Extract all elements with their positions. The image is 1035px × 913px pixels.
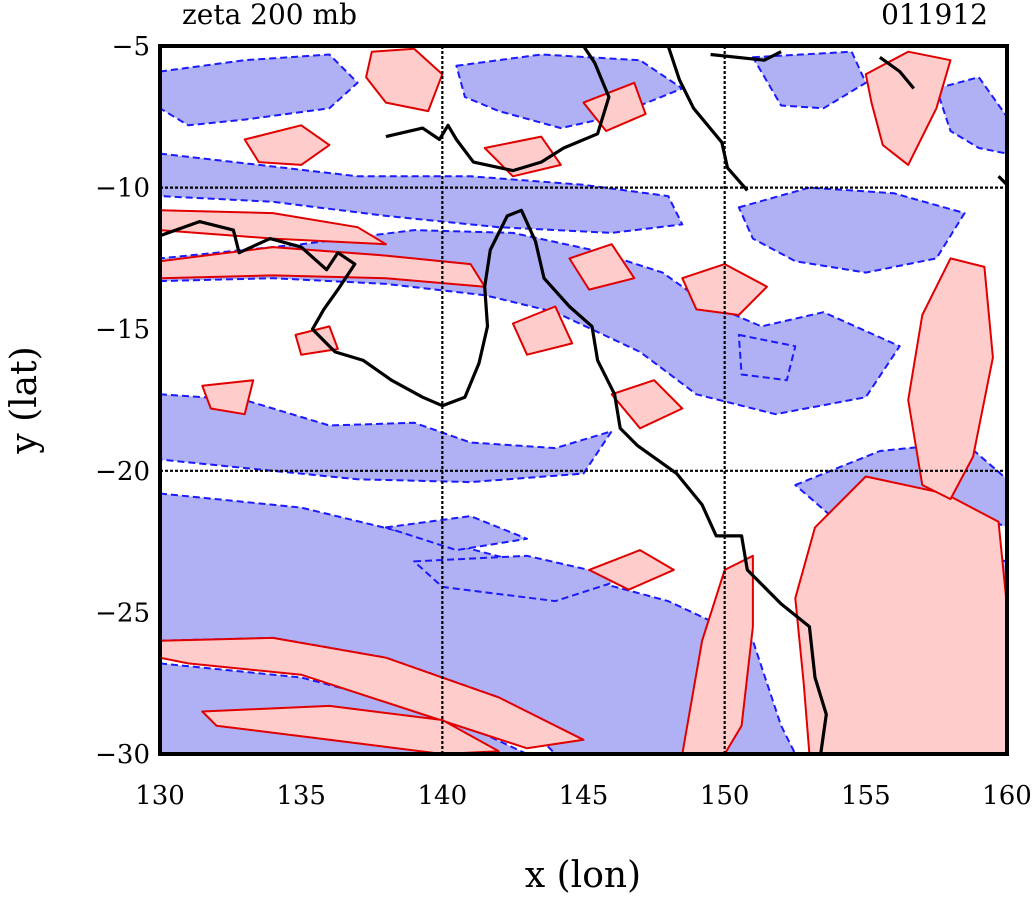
y-tick-label: −10	[95, 174, 150, 204]
y-tick-label: −20	[95, 457, 150, 487]
positive-vorticity-region-0	[160, 636, 585, 750]
x-tick-label: 130	[135, 781, 185, 811]
coastline-segment-5	[160, 208, 828, 754]
positive-vorticity-region-5	[365, 47, 444, 113]
y-axis-label: y (lat)	[4, 346, 45, 454]
x-tick-label: 145	[559, 781, 609, 811]
coastline-segment-2	[710, 50, 782, 62]
positive-vorticity-region-3	[160, 209, 387, 246]
y-tick-label: −15	[95, 315, 150, 345]
coastline-segment-1	[666, 46, 749, 192]
x-axis-ticks: 130 135 140 145 150 155 160	[135, 781, 1032, 811]
negative-vorticity-region-7	[160, 53, 359, 127]
y-tick-label: −30	[95, 740, 150, 770]
positive-vorticity-region-18	[582, 81, 647, 132]
positive-vorticity-region-9	[864, 50, 952, 166]
positive-vorticity-region-11	[681, 263, 768, 316]
positive-vorticity-region-14	[511, 305, 574, 356]
negative-vorticity-region-11	[737, 186, 966, 274]
date-code: 011912	[881, 0, 988, 31]
coastline-layer	[160, 46, 1007, 754]
x-tick-label: 135	[276, 781, 326, 811]
negative-vorticity-region-14	[384, 515, 528, 552]
x-tick-label: 155	[841, 781, 891, 811]
positive-vorticity-region-10	[588, 549, 675, 591]
map-title: zeta 200 mb	[182, 0, 357, 31]
y-tick-label: −5	[112, 32, 150, 62]
coastline-segment-3	[878, 55, 916, 90]
negative-vorticity-region-9	[751, 50, 867, 110]
negative-vorticity-region-13	[737, 333, 797, 382]
plot-area	[160, 46, 1007, 754]
positive-vorticity-layer	[160, 47, 1007, 754]
plot-frame	[158, 44, 1009, 756]
x-tick-label: 160	[982, 781, 1032, 811]
positive-vorticity-region-8	[681, 554, 754, 754]
positive-vorticity-region-13	[568, 243, 636, 291]
y-tick-label: −25	[95, 598, 150, 628]
positive-vorticity-region-17	[483, 135, 562, 178]
negative-vorticity-region-2	[413, 554, 627, 603]
negative-vorticity-region-12	[160, 152, 684, 234]
positive-vorticity-region-16	[294, 325, 339, 356]
positive-vorticity-region-12	[610, 379, 684, 430]
negative-vorticity-region-10	[935, 76, 1007, 155]
positive-vorticity-region-15	[201, 379, 255, 416]
positive-vorticity-region-6	[794, 475, 1007, 754]
positive-vorticity-region-4	[243, 124, 331, 166]
y-axis-ticks: −5 −10 −15 −20 −25 −30	[95, 32, 150, 770]
positive-vorticity-region-7	[907, 257, 994, 501]
x-tick-label: 140	[418, 781, 468, 811]
negative-vorticity-region-6	[160, 393, 613, 484]
coastline-segment-0	[385, 46, 611, 173]
x-axis-label: x (lon)	[525, 855, 641, 896]
x-tick-label: 150	[700, 781, 750, 811]
gridlines	[160, 46, 1007, 754]
